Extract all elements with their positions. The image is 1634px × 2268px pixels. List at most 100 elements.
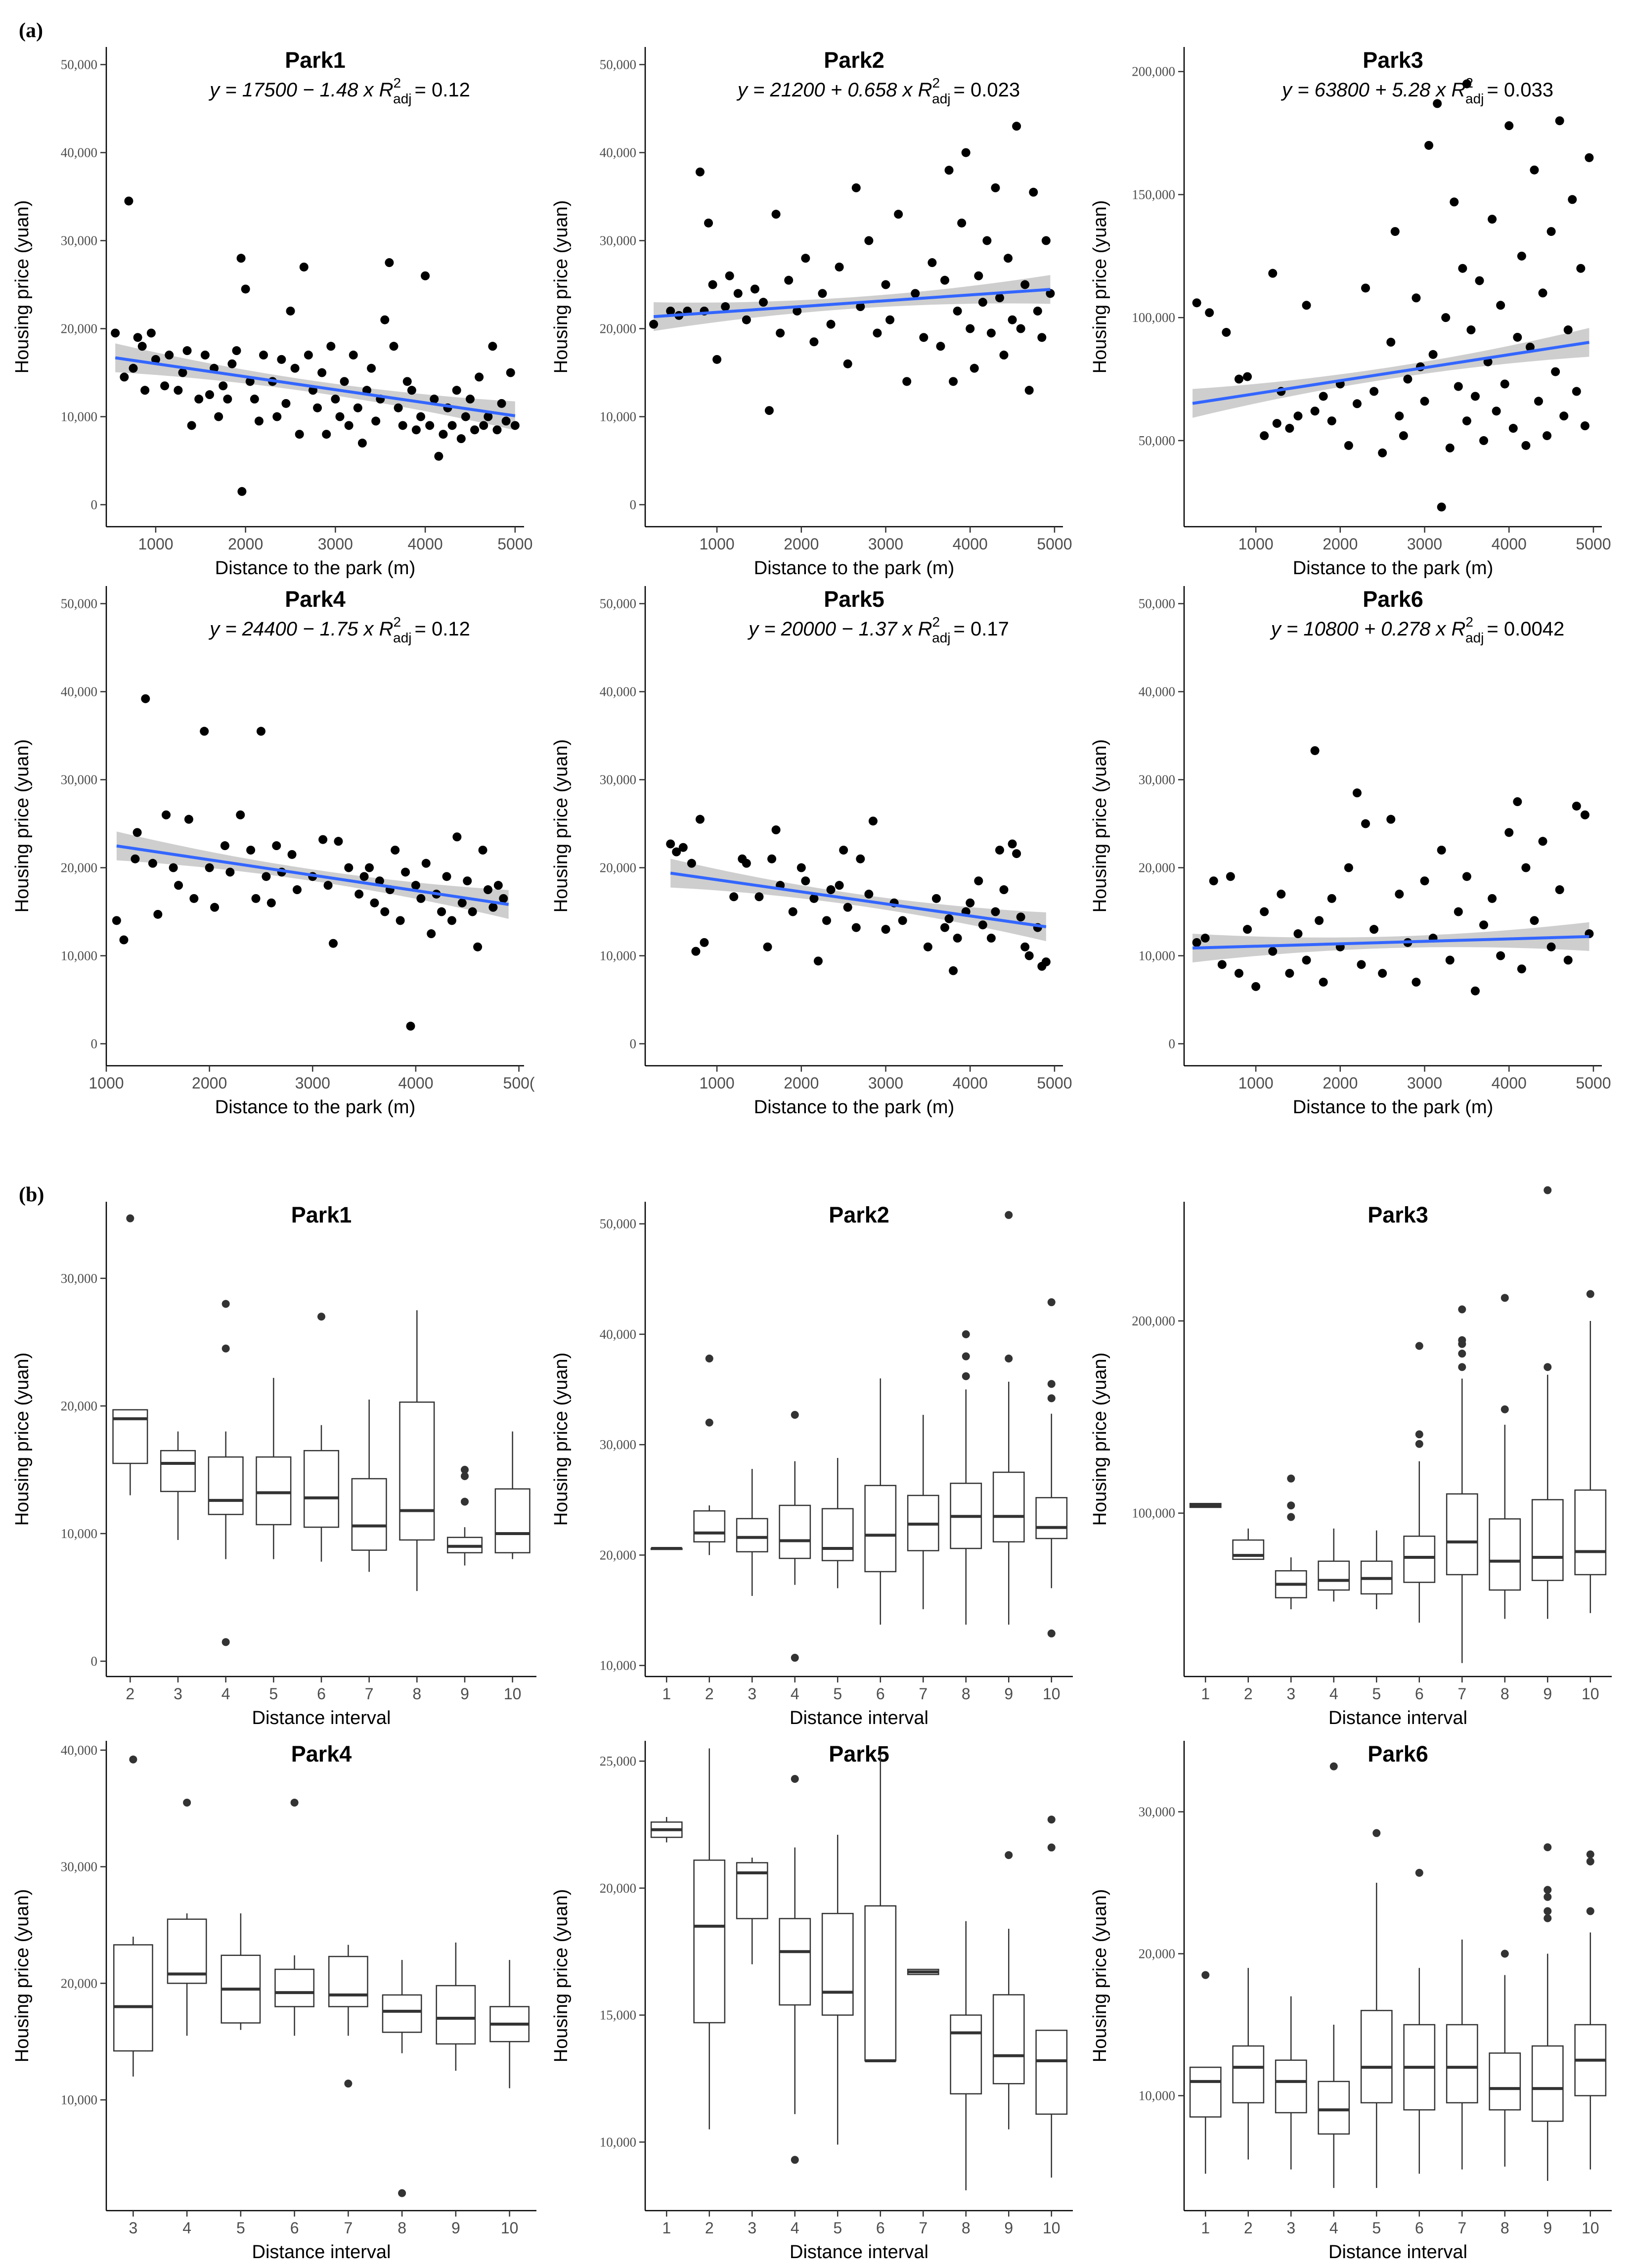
data-point	[205, 863, 214, 872]
data-point	[1403, 374, 1413, 384]
data-point	[742, 859, 751, 868]
data-point	[1492, 407, 1501, 416]
box-plot-6	[864, 1753, 897, 2063]
data-point	[1530, 916, 1539, 925]
x-tick-label: 1	[1201, 2219, 1210, 2237]
chart-b1: 0 10,000 20,000 30,000 2 3 4 5 6 7 8 9 10 Distance in…	[12, 1202, 536, 1728]
iqr-box	[779, 1918, 811, 2006]
x-tick-label: 1	[662, 2219, 671, 2237]
x-tick-label: 3000	[318, 535, 353, 553]
x-tick-label: 6	[876, 2219, 885, 2237]
data-point	[499, 894, 508, 903]
y-tick-label: 10,000	[61, 1526, 97, 1541]
x-tick-label: 3	[1286, 1685, 1295, 1703]
x-tick-label: 2	[1244, 2219, 1253, 2237]
x-tick-label: 5000	[1576, 1074, 1611, 1092]
x-tick-label: 7	[919, 1685, 927, 1703]
box-plot-2	[693, 1355, 726, 1555]
y-tick-label: 40,000	[61, 1743, 97, 1758]
data-point	[1222, 328, 1231, 337]
data-point	[1538, 837, 1547, 846]
regression-equation: y = 20000 − 1.37 x R2 adj = 0.17	[747, 614, 1009, 645]
iqr-box	[303, 1450, 340, 1528]
data-point	[1517, 251, 1526, 261]
data-point	[344, 421, 353, 430]
data-point	[695, 167, 705, 177]
data-point	[290, 363, 300, 373]
y-tick-label: 50,000	[61, 57, 97, 72]
data-point	[885, 315, 895, 324]
x-tick-label: 6	[1415, 2219, 1424, 2237]
data-point	[1530, 165, 1539, 175]
data-point	[754, 892, 764, 902]
data-point	[484, 412, 493, 421]
data-point	[1517, 964, 1526, 974]
iqr-box	[693, 1510, 726, 1542]
data-point	[1251, 982, 1261, 991]
data-point	[961, 148, 971, 157]
iqr-box	[1189, 2066, 1222, 2118]
data-point	[733, 289, 743, 298]
data-point	[1466, 325, 1476, 335]
data-point	[953, 933, 962, 943]
x-tick-label: 7	[919, 2219, 927, 2237]
box-plot-6	[1403, 1868, 1436, 2174]
x-tick-label: 9	[1543, 2219, 1552, 2237]
data-point	[153, 909, 163, 919]
box-plot-3	[113, 1755, 153, 2077]
box-plot-6	[274, 1798, 315, 2036]
data-point	[1572, 801, 1581, 811]
data-point	[225, 867, 235, 877]
data-point	[1344, 863, 1353, 872]
outlier-point	[221, 1638, 230, 1646]
box-plot-9	[436, 1942, 476, 2071]
data-point	[1395, 889, 1404, 899]
y-tick-label: 10,000	[600, 1658, 636, 1673]
data-point	[439, 430, 448, 439]
regression-equation: y = 24400 − 1.75 x R2 adj = 0.12	[208, 614, 470, 645]
data-point	[370, 898, 379, 907]
y-tick-label: 20,000	[600, 861, 636, 875]
data-point	[1521, 863, 1531, 872]
data-point	[200, 350, 210, 360]
iqr-box	[693, 1860, 726, 2024]
outlier-point	[317, 1313, 325, 1321]
x-axis-label: Distance to the park (m)	[754, 1097, 954, 1118]
data-point	[411, 881, 420, 890]
data-point	[470, 425, 480, 435]
x-axis-label: Distance to the park (m)	[215, 1097, 415, 1118]
x-tick-label: 4000	[408, 535, 443, 553]
data-point	[991, 183, 1000, 192]
data-point	[281, 399, 291, 408]
data-point	[272, 412, 282, 421]
data-point	[141, 694, 150, 703]
iqr-box	[1446, 2024, 1478, 2104]
data-point	[1205, 308, 1214, 318]
x-tick-label: 5	[236, 2219, 245, 2237]
y-tick-label: 10,000	[600, 409, 636, 424]
outlier-point	[1501, 1294, 1509, 1302]
data-point	[776, 328, 785, 338]
y-tick-label: 20,000	[600, 1547, 636, 1562]
y-tick-label: 20,000	[61, 1976, 97, 1991]
data-point	[1513, 797, 1522, 807]
data-point	[758, 298, 768, 307]
chart-b6: 10,000 20,000 30,000 1 2 3 4 5 6 7 8 9 10 Distance in…	[1090, 1741, 1612, 2263]
y-tick-label: 50,000	[1139, 596, 1175, 611]
data-point	[1310, 407, 1320, 416]
data-point	[986, 328, 996, 338]
box-plot-5	[1360, 1829, 1393, 2188]
data-point	[493, 881, 503, 890]
data-point	[1563, 325, 1573, 335]
data-point	[666, 839, 675, 849]
outlier-point	[1415, 1868, 1423, 1877]
y-tick-label: 0	[91, 498, 98, 512]
y-tick-label: 20,000	[61, 861, 97, 875]
data-point	[174, 386, 183, 395]
iqr-box	[328, 1955, 368, 2007]
data-point	[1243, 925, 1252, 934]
data-point	[1319, 977, 1328, 987]
data-point	[160, 381, 170, 391]
x-tick-label: 4000	[953, 1074, 988, 1092]
outlier-point	[1501, 1405, 1509, 1413]
